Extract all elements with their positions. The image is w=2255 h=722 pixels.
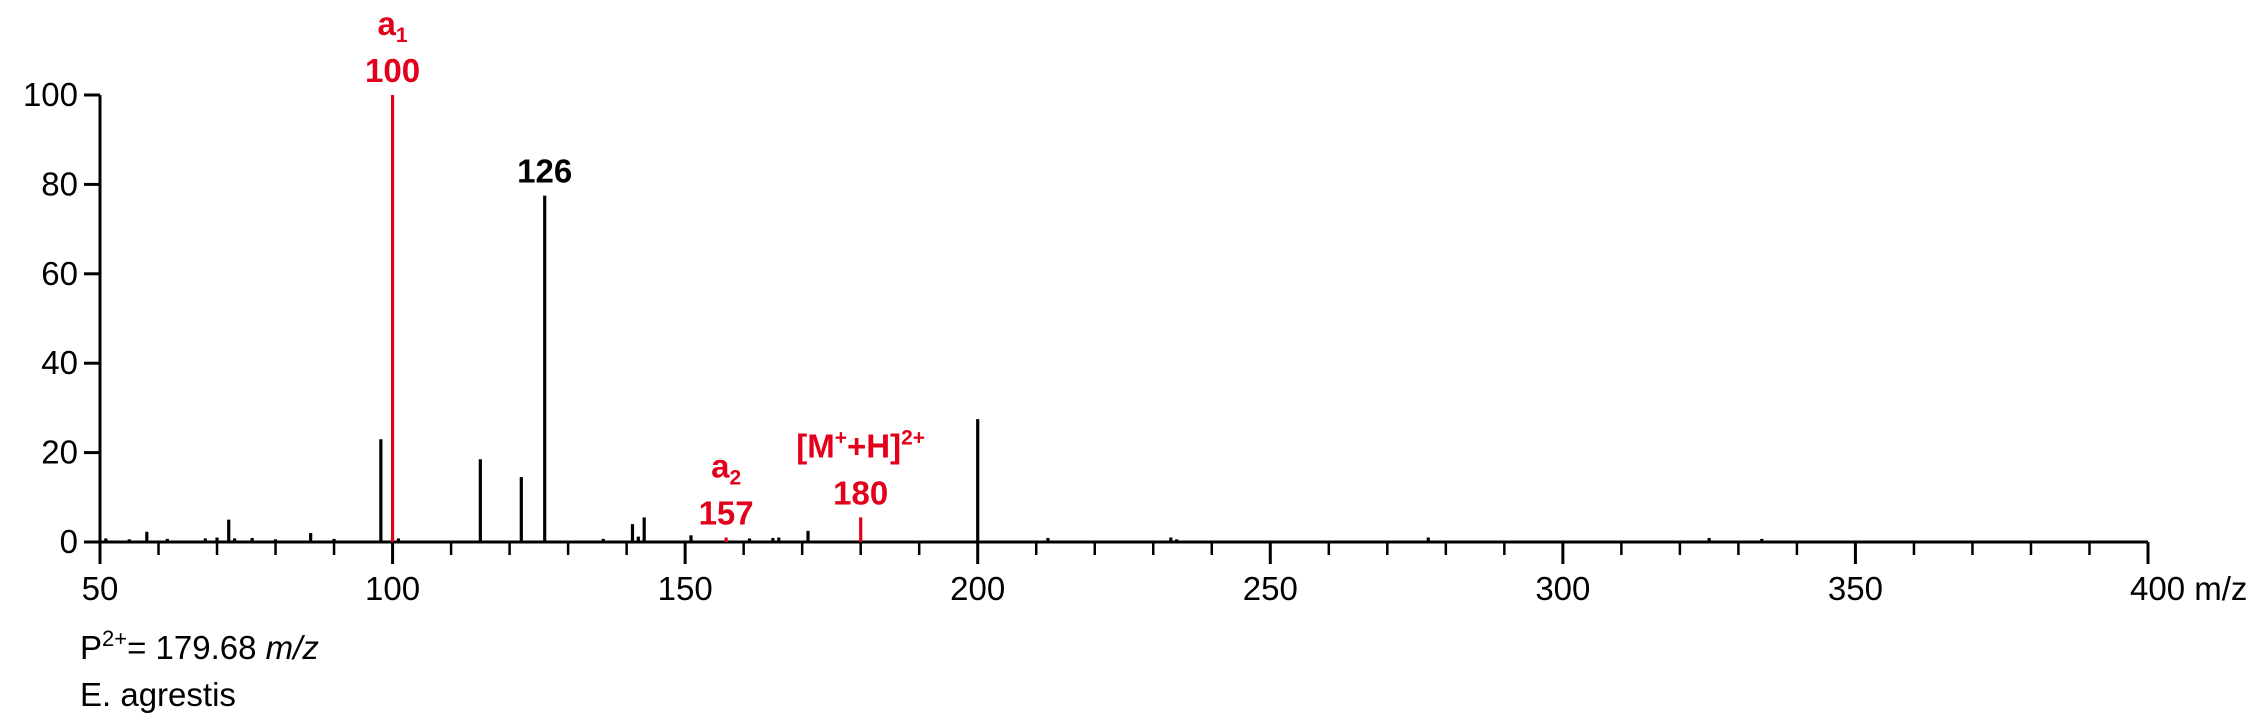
y-tick-label: 40 [41, 344, 78, 381]
precursor-prefix: P [80, 629, 103, 666]
precursor-value: = 179.68 [127, 629, 266, 666]
peak-annotation-value: 126 [517, 153, 572, 190]
peak-annotation-label: a1 [378, 5, 408, 47]
peak-annotation-value: 100 [365, 52, 420, 89]
peak-annotation-label: a2 [711, 448, 741, 490]
y-axis: 0 20 40 60 80 100 [23, 76, 102, 560]
peak-annotation-value: 157 [699, 495, 754, 532]
peak-annotation-value: 180 [833, 474, 888, 511]
peak-annotation-label: [M++H]2+ [796, 426, 925, 464]
peak-annotations: 100 a1 126 157 a2 180 [M++H]2+ [365, 5, 925, 532]
x-tick-label: 300 [1535, 570, 1590, 607]
y-tick-label: 60 [41, 255, 78, 292]
x-tick-label: 250 [1243, 570, 1298, 607]
precursor-unit: m/z [265, 629, 319, 666]
precursor-info: P2+= 179.68 m/z [80, 628, 319, 668]
x-tick-label: 150 [658, 570, 713, 607]
x-tick-label: 50 [82, 570, 119, 607]
species-name: E. agrestis [80, 676, 236, 713]
x-tick-label: 350 [1828, 570, 1883, 607]
y-tick-label: 80 [41, 165, 78, 202]
x-axis: 50 100 150 200 250 300 350 400 m/z [82, 540, 2247, 607]
y-tick-label: 20 [41, 434, 78, 471]
peaks-series [104, 95, 1764, 542]
x-tick-label: 200 [950, 570, 1005, 607]
y-tick-label: 0 [60, 523, 78, 560]
precursor-charge: 2+ [102, 626, 128, 651]
x-tick-label: 400 m/z [2130, 570, 2247, 607]
y-tick-label: 100 [23, 76, 78, 113]
x-tick-label: 100 [365, 570, 420, 607]
